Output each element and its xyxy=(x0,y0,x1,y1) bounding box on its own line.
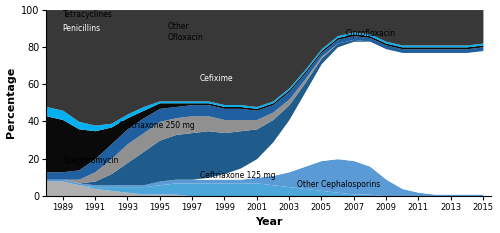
Text: Ceftriaxone 125 mg: Ceftriaxone 125 mg xyxy=(200,171,276,180)
Text: Ciprofloxacin: Ciprofloxacin xyxy=(346,29,396,38)
Y-axis label: Percentage: Percentage xyxy=(6,67,16,138)
Text: Cefixime: Cefixime xyxy=(200,74,234,83)
Text: Other
Ofloxacin: Other Ofloxacin xyxy=(168,22,203,42)
Text: Penicillins: Penicillins xyxy=(62,24,100,33)
X-axis label: Year: Year xyxy=(255,217,282,227)
Text: Other Cephalosporins: Other Cephalosporins xyxy=(297,180,380,189)
Text: Tetracyclines: Tetracyclines xyxy=(62,10,112,19)
Text: Spectinomycin: Spectinomycin xyxy=(62,156,119,165)
Text: Ceftriaxone 250 mg: Ceftriaxone 250 mg xyxy=(119,121,195,130)
